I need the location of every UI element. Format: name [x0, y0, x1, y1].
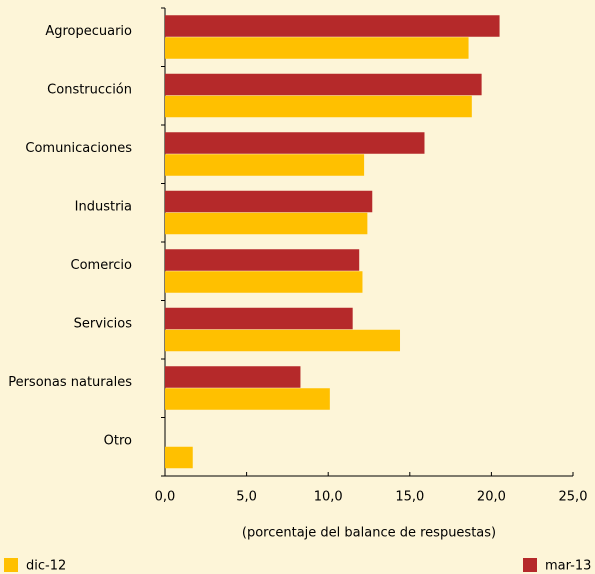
bar — [165, 95, 472, 118]
bar — [165, 249, 360, 271]
legend-swatch — [523, 558, 537, 572]
x-tick-label: 25,0 — [559, 490, 588, 505]
bar — [165, 15, 500, 37]
bar — [165, 388, 330, 410]
legend-swatch — [4, 558, 18, 572]
legend-label: dic-12 — [26, 559, 66, 574]
bar — [165, 37, 469, 59]
bar — [165, 446, 193, 469]
y-tick-label: Construcción — [47, 82, 132, 97]
bar — [165, 190, 373, 213]
y-tick-label: Otro — [104, 433, 132, 448]
bar — [165, 307, 353, 330]
bar — [165, 366, 301, 388]
x-tick-label: 0,0 — [155, 490, 176, 505]
x-tick-label: 20,0 — [477, 490, 506, 505]
y-tick-label: Industria — [75, 199, 132, 214]
bar — [165, 212, 368, 235]
bar — [165, 329, 401, 352]
x-tick-label: 10,0 — [314, 490, 343, 505]
y-tick-label: Agropecuario — [45, 24, 132, 39]
bar — [165, 154, 365, 176]
bar — [165, 132, 425, 154]
bar — [165, 271, 363, 293]
y-tick-label: Comercio — [71, 258, 133, 273]
y-tick-label: Personas naturales — [8, 375, 132, 390]
x-tick-label: 5,0 — [236, 490, 257, 505]
legend-label: mar-13 — [545, 559, 591, 574]
y-tick-label: Servicios — [74, 316, 133, 331]
x-axis-title: (porcentaje del balance de respuestas) — [242, 526, 496, 541]
x-tick-label: 15,0 — [395, 490, 424, 505]
bar — [165, 73, 482, 96]
y-tick-label: Comunicaciones — [25, 141, 132, 156]
